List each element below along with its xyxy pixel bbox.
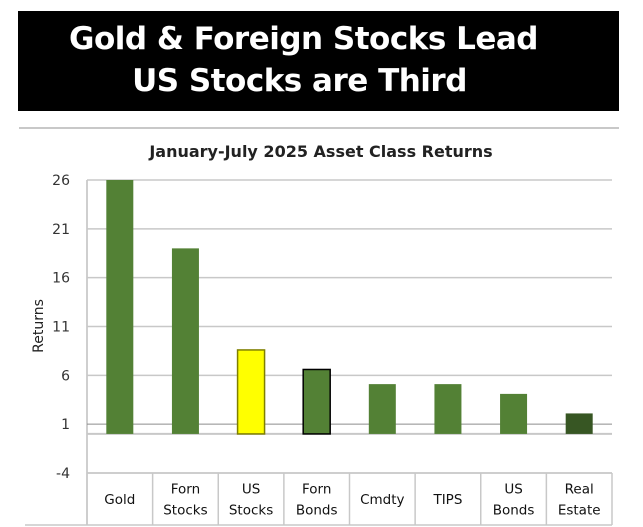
divider-line: [19, 127, 619, 129]
x-category-label: Forn: [171, 482, 200, 498]
headline-line-1: Gold & Foreign Stocks Lead: [69, 21, 538, 57]
y-tick-label: 1: [61, 417, 70, 433]
bar: [106, 180, 134, 434]
x-category-label: Stocks: [163, 503, 207, 519]
x-category-label: US: [242, 482, 260, 498]
y-tick-label: -4: [56, 466, 70, 482]
x-category-label: Bonds: [296, 503, 338, 519]
y-tick-label: 21: [52, 222, 70, 238]
x-category-label: TIPS: [432, 492, 462, 508]
bar: [565, 413, 593, 434]
y-tick-label: 16: [52, 271, 70, 287]
y-tick-label: 26: [52, 173, 70, 189]
x-category-label: Real: [565, 482, 594, 498]
bar: [171, 248, 199, 434]
bar: [434, 384, 462, 434]
y-tick-label: 6: [61, 368, 70, 384]
y-axis-label: Returns: [31, 299, 47, 353]
bar: [302, 368, 331, 435]
bar: [500, 393, 528, 434]
x-category-label: Stocks: [229, 503, 273, 519]
chart-title: January-July 2025 Asset Class Returns: [148, 142, 492, 161]
x-category-label: US: [504, 482, 522, 498]
headline-line-2: US Stocks are Third: [132, 63, 467, 99]
x-category-label: Gold: [104, 492, 135, 508]
bar: [236, 349, 266, 435]
x-category-label: Cmdty: [360, 492, 404, 508]
bar: [368, 384, 396, 434]
y-tick-label: 11: [52, 320, 70, 336]
x-category-label: Bonds: [493, 503, 535, 519]
headline-banner: Gold & Foreign Stocks Lead US Stocks are…: [18, 11, 619, 111]
x-category-label: Forn: [302, 482, 331, 498]
x-category-label: Estate: [558, 503, 601, 519]
